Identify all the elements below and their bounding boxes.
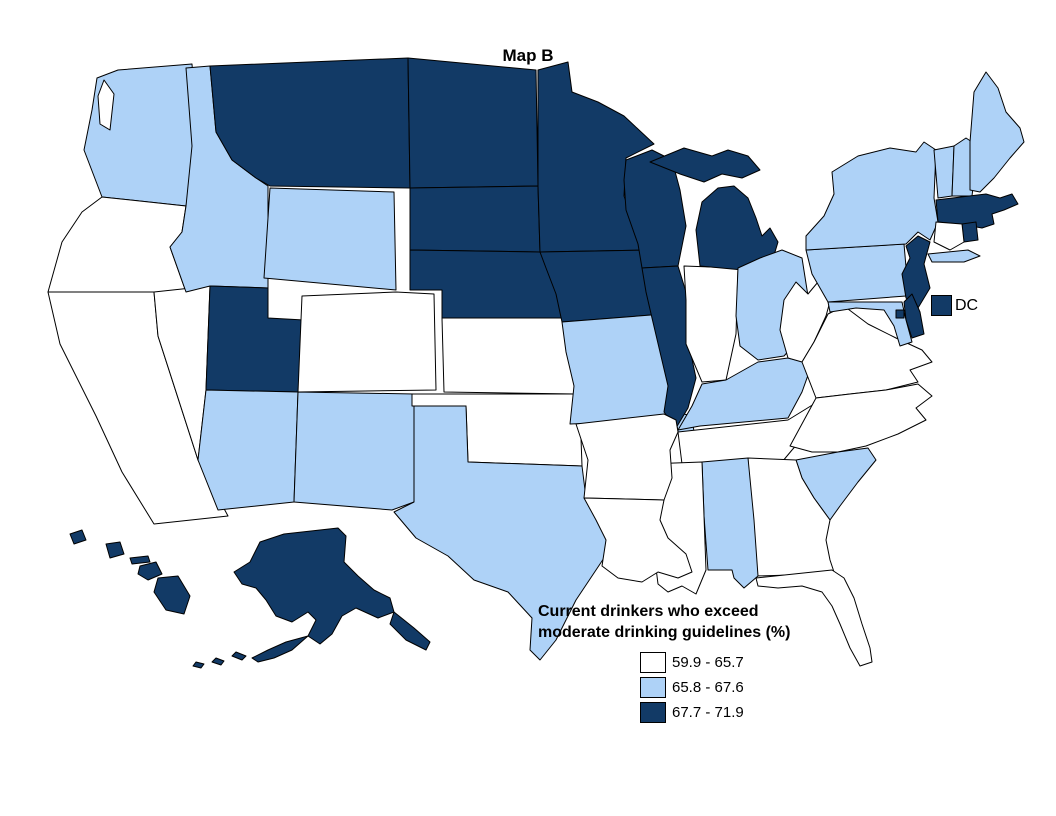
legend-label-high: 67.7 - 71.9 [672, 704, 744, 721]
legend-swatch-low [640, 652, 666, 673]
dc-swatch [931, 295, 952, 316]
state-hi-kauai [69, 529, 87, 545]
state-nj [901, 235, 931, 309]
state-ct [933, 221, 965, 251]
state-ak-peninsula [251, 635, 309, 663]
state-or [47, 196, 187, 293]
dc-callout: DC [931, 295, 978, 316]
state-wa [83, 63, 199, 207]
legend-label-mid: 65.8 - 67.6 [672, 679, 744, 696]
state-nd [407, 57, 539, 189]
dc-label: DC [955, 296, 979, 314]
state-vt [933, 145, 955, 199]
state-ut [205, 285, 305, 393]
state-dc-dot [895, 309, 905, 319]
state-ak-aleutian-3 [192, 661, 205, 669]
state-sd [409, 185, 541, 253]
legend: Current drinkers who exceed moderate dri… [538, 601, 790, 727]
legend-row-mid: 65.8 - 67.6 [640, 677, 790, 698]
state-co [297, 291, 437, 393]
legend-row-low: 59.9 - 65.7 [640, 652, 790, 673]
legend-swatch-mid [640, 677, 666, 698]
state-ak [233, 527, 395, 645]
state-ny-long-island [927, 249, 981, 263]
state-mi-upper [649, 147, 761, 183]
state-ar [575, 413, 679, 501]
state-al [701, 457, 759, 589]
state-hi-maui [137, 561, 163, 581]
page-title: Map B [502, 46, 554, 65]
state-ak-aleutian-1 [231, 651, 247, 661]
legend-row-high: 67.7 - 71.9 [640, 702, 790, 723]
state-ak-panhandle [389, 611, 431, 651]
state-az [197, 389, 299, 511]
state-hi-molokai [129, 555, 151, 565]
state-ny [805, 141, 939, 251]
state-tx [393, 405, 619, 661]
state-nc [789, 383, 933, 453]
legend-label-low: 59.9 - 65.7 [672, 654, 744, 671]
legend-title-line2: moderate drinking guidelines (%) [538, 624, 791, 641]
puget-sound-water [97, 79, 115, 131]
legend-items: 59.9 - 65.7 65.8 - 67.6 67.7 - 71.9 [640, 652, 790, 723]
state-wv [779, 281, 833, 363]
legend-title-line1: Current drinkers who exceed [538, 603, 759, 620]
legend-swatch-high [640, 702, 666, 723]
state-ks [441, 317, 579, 395]
state-fl [755, 569, 873, 667]
state-nm [293, 391, 415, 511]
state-la [583, 497, 693, 583]
state-ri [961, 221, 979, 243]
state-ak-aleutian-2 [211, 657, 225, 666]
state-wy [263, 187, 397, 291]
state-me [969, 71, 1025, 193]
state-hi-hawaii [153, 575, 191, 615]
state-hi-oahu [105, 541, 125, 559]
